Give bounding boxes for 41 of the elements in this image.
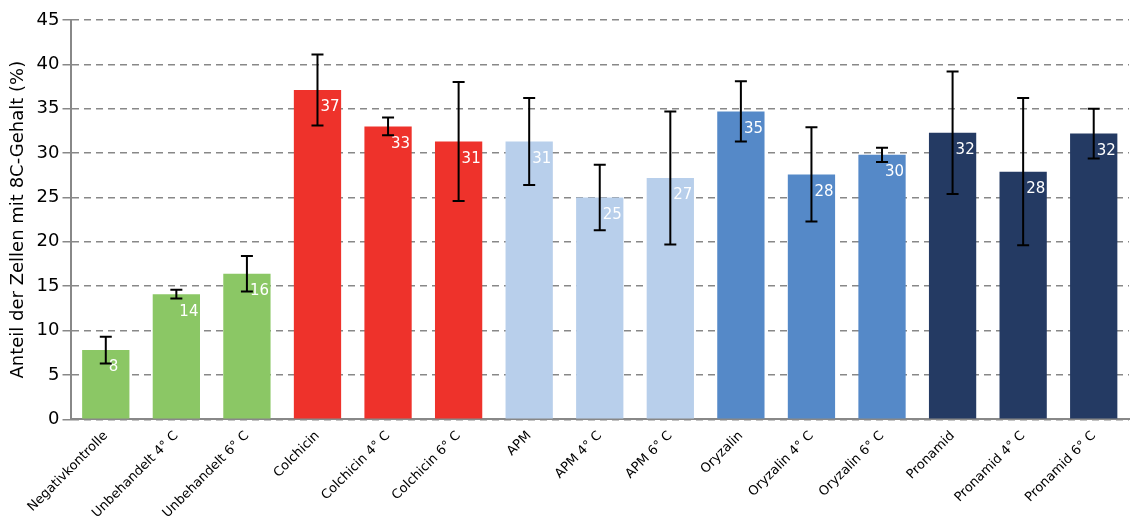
data-label: 32 [955,140,975,159]
y-tick-label: 20 [36,229,60,251]
data-label: 33 [391,133,411,152]
data-label: 27 [673,185,693,204]
bar [787,174,836,419]
bar [858,154,906,419]
data-label: 35 [743,118,763,137]
bar [82,350,130,419]
data-label: 31 [532,148,552,167]
data-label: 37 [320,97,340,116]
bar [928,132,977,419]
bar [1070,133,1118,419]
y-tick-label: 35 [36,96,60,118]
y-tick-label: 30 [36,140,60,162]
bar [646,177,694,419]
y-tick-label: 45 [36,7,60,29]
bar [999,171,1047,419]
y-axis-title: Anteil der Zellen mit 8C-Gehalt (%) [6,60,28,379]
y-tick-label: 25 [36,185,60,207]
bar [505,141,553,419]
bar [223,273,271,419]
bar [364,126,412,419]
y-tick-label: 10 [36,318,60,340]
data-label: 14 [179,301,199,320]
data-label: 31 [461,148,481,167]
y-tick-label: 5 [48,362,60,384]
bar [576,197,624,419]
data-label: 32 [1096,140,1116,159]
bar [152,294,200,419]
y-tick-label: 40 [36,52,60,74]
bar [293,90,342,419]
data-label: 8 [108,357,119,376]
data-label: 16 [249,281,270,300]
data-label: 30 [885,162,905,181]
bar [717,111,765,419]
y-tick-label: 0 [48,406,60,428]
data-label: 28 [814,181,834,200]
bar [434,141,483,419]
data-label: 25 [602,204,622,223]
y-tick-label: 15 [36,273,60,295]
data-label: 28 [1026,179,1046,198]
